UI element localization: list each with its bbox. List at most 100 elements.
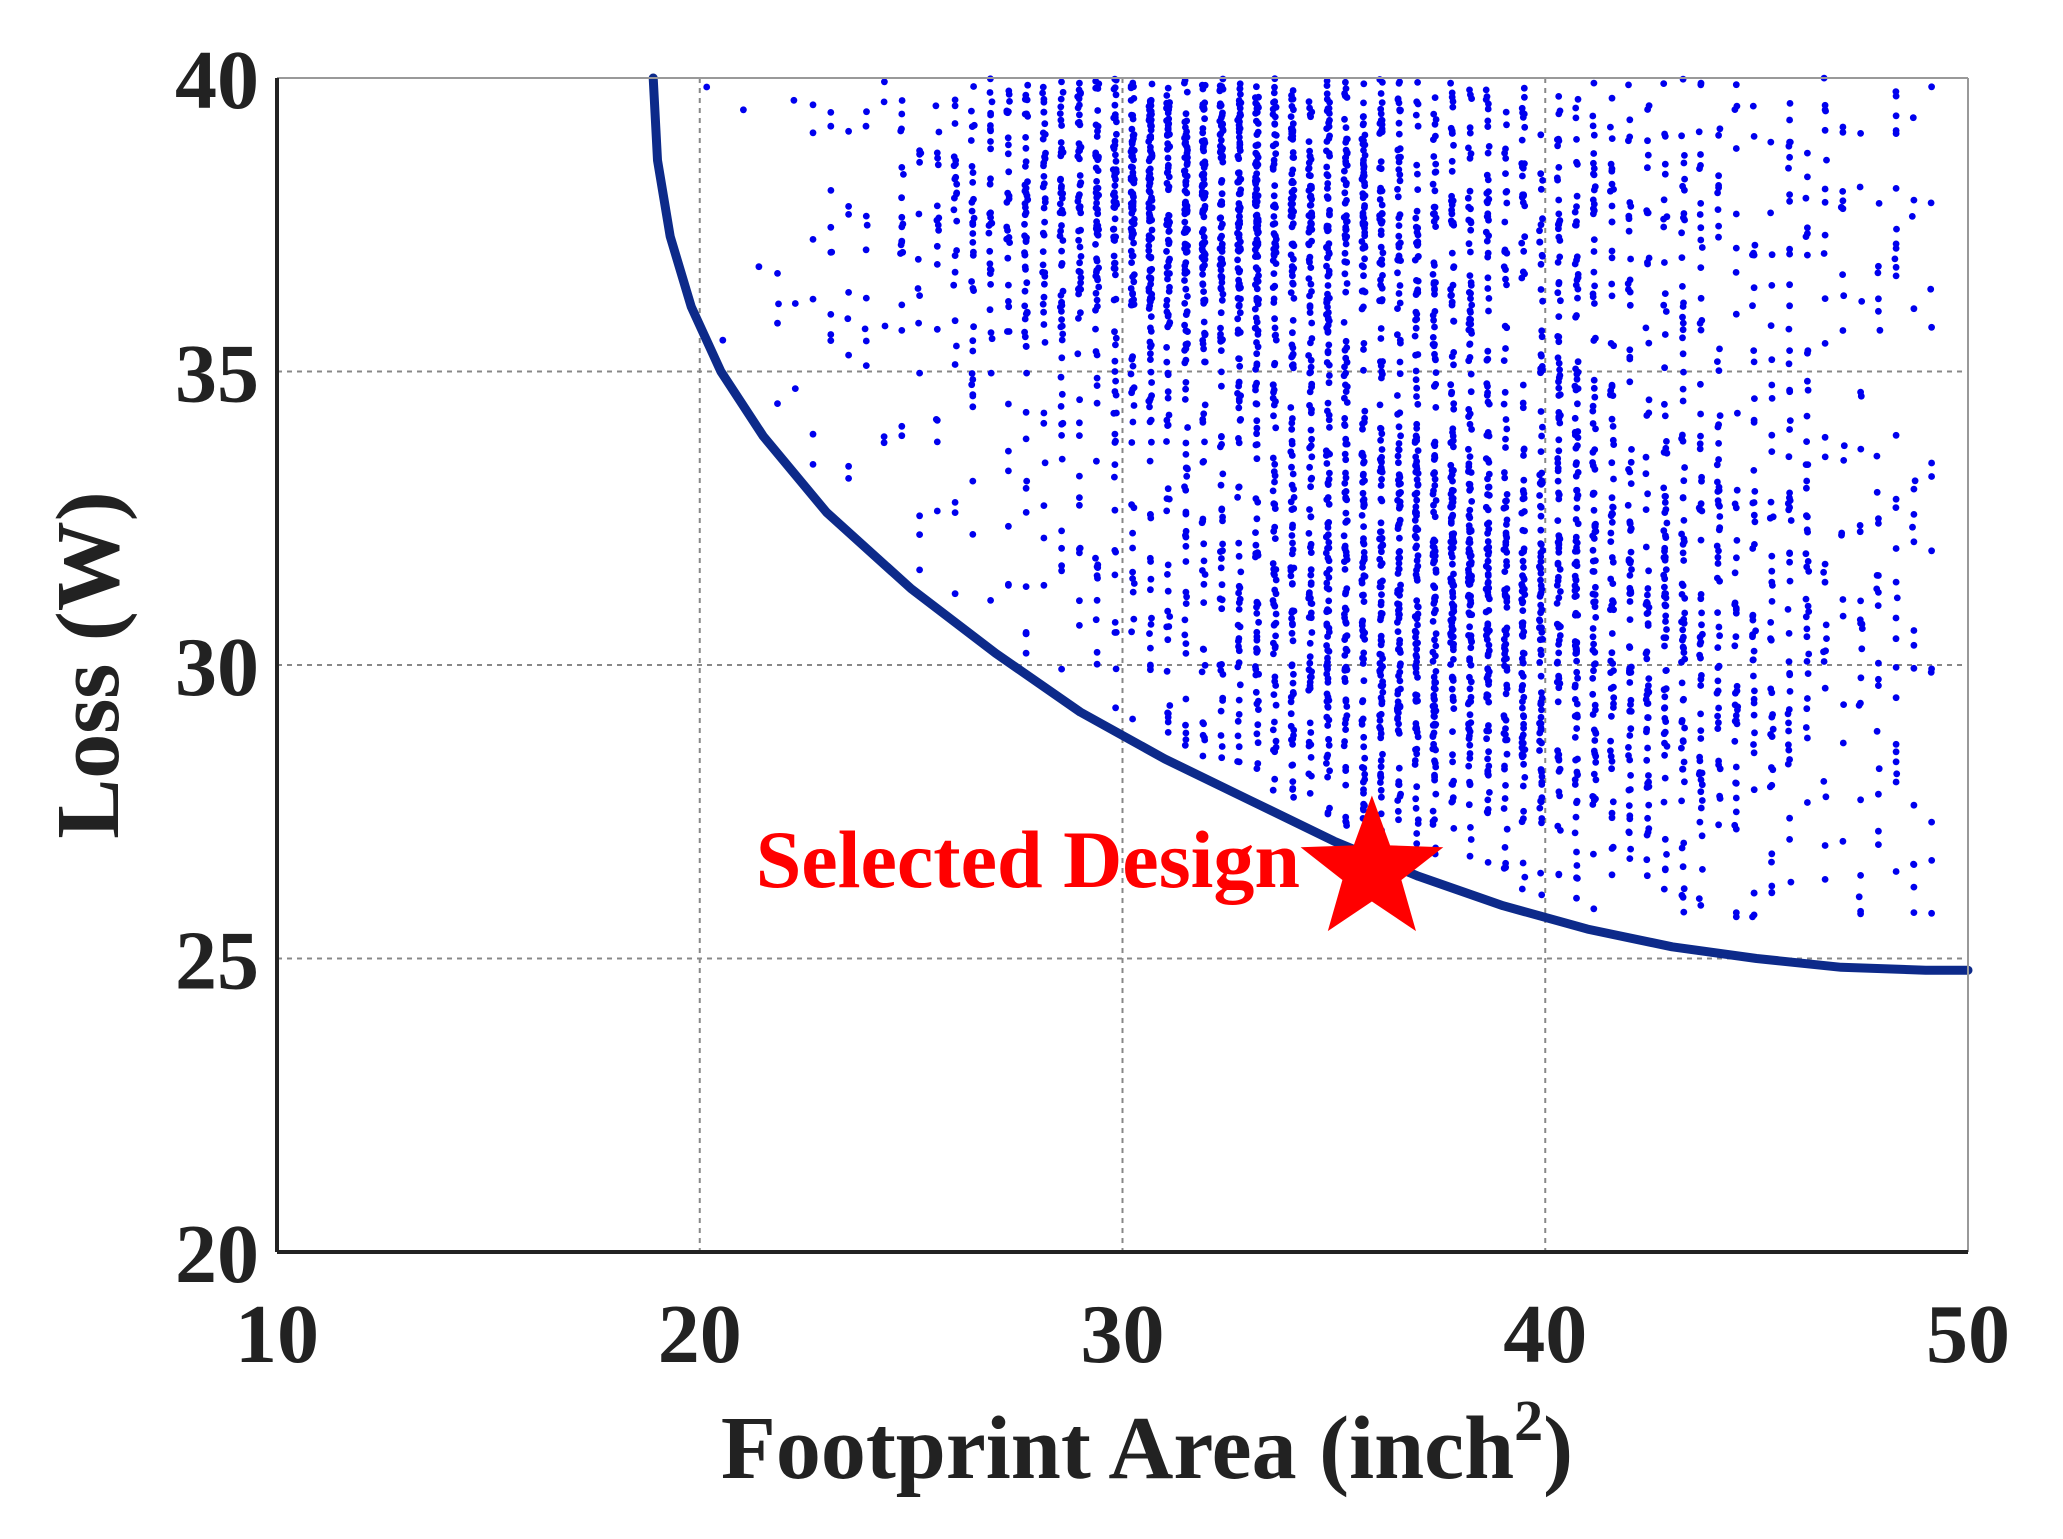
scatter-point xyxy=(1873,727,1881,735)
scatter-point xyxy=(1574,358,1582,366)
scatter-point xyxy=(1377,519,1385,527)
scatter-point xyxy=(1253,236,1261,244)
scatter-point xyxy=(1786,245,1793,253)
x-axis-title: Footprint Area (inch2) xyxy=(721,1388,1573,1498)
scatter-point xyxy=(1591,648,1599,656)
scatter-point xyxy=(1893,594,1901,602)
scatter-point xyxy=(1750,416,1758,424)
scatter-point xyxy=(1325,309,1332,316)
scatter-point xyxy=(1006,239,1013,247)
scatter-point xyxy=(1821,340,1829,347)
scatter-point xyxy=(1537,558,1545,565)
scatter-point xyxy=(1360,535,1367,543)
pareto-frontier xyxy=(648,73,1973,975)
scatter-point xyxy=(1022,408,1030,416)
scatter-point xyxy=(1555,447,1563,455)
scatter-point xyxy=(1662,566,1670,573)
scatter-point xyxy=(1678,229,1685,237)
scatter-point xyxy=(1822,793,1830,801)
scatter-point xyxy=(1272,737,1280,745)
scatter-point xyxy=(1502,863,1509,871)
scatter-point xyxy=(1217,200,1224,208)
scatter-point xyxy=(1237,90,1244,98)
scatter-point xyxy=(1164,219,1171,227)
scatter-point xyxy=(1627,548,1635,556)
scatter-point xyxy=(1305,614,1313,621)
scatter-point xyxy=(970,121,978,129)
scatter-point xyxy=(1857,872,1864,879)
scatter-point xyxy=(1519,268,1527,276)
scatter-point xyxy=(1627,845,1634,853)
scatter-point xyxy=(1536,804,1544,812)
scatter-point xyxy=(1182,600,1190,607)
scatter-point xyxy=(1733,682,1741,690)
scatter-point xyxy=(970,195,977,203)
scatter-point xyxy=(1555,338,1563,346)
scatter-point xyxy=(809,101,817,109)
scatter-point xyxy=(1662,444,1670,452)
scatter-point xyxy=(1183,464,1191,472)
scatter-point xyxy=(1590,268,1598,276)
scatter-point xyxy=(1234,663,1242,671)
scatter-point xyxy=(1325,607,1333,615)
scatter-point xyxy=(1626,346,1634,354)
scatter-point xyxy=(1342,139,1350,146)
scatter-point xyxy=(1358,619,1366,626)
scatter-point xyxy=(1928,665,1935,673)
scatter-point xyxy=(1270,570,1278,577)
scatter-point xyxy=(1182,640,1190,647)
scatter-point xyxy=(1450,317,1457,325)
scatter-point xyxy=(898,97,906,104)
scatter-point xyxy=(1270,650,1277,658)
scatter-point xyxy=(1252,110,1259,117)
scatter-point xyxy=(1928,857,1936,864)
scatter-point xyxy=(1571,382,1579,390)
scatter-point xyxy=(1430,110,1438,118)
scatter-point xyxy=(1234,294,1242,302)
scatter-point xyxy=(1839,205,1847,213)
scatter-point xyxy=(1413,542,1420,550)
scatter-point xyxy=(1414,253,1422,261)
scatter-point xyxy=(1359,626,1366,634)
scatter-point xyxy=(1430,487,1437,495)
scatter-point xyxy=(1200,599,1208,606)
scatter-point xyxy=(1645,772,1652,779)
scatter-point xyxy=(1697,591,1705,598)
scatter-point xyxy=(1341,346,1349,354)
scatter-point xyxy=(1359,212,1367,219)
scatter-point xyxy=(1750,711,1758,719)
scatter-point xyxy=(1325,716,1333,724)
scatter-point xyxy=(1395,764,1403,772)
scatter-point xyxy=(1147,644,1154,652)
scatter-point xyxy=(1306,104,1313,112)
scatter-point xyxy=(1820,778,1828,785)
scatter-point xyxy=(1715,623,1723,631)
scatter-point xyxy=(1412,720,1420,727)
scatter-point xyxy=(1377,325,1385,332)
scatter-point xyxy=(1326,211,1333,219)
scatter-point xyxy=(1447,461,1455,469)
scatter-point xyxy=(1163,179,1171,187)
scatter-point xyxy=(1129,715,1136,723)
scatter-point xyxy=(1502,538,1510,546)
scatter-point xyxy=(1021,315,1029,323)
scatter-point xyxy=(1787,517,1795,524)
scatter-point xyxy=(1234,717,1242,725)
scatter-point xyxy=(1537,503,1545,511)
scatter-point xyxy=(1432,404,1440,411)
scatter-point xyxy=(1678,132,1685,140)
scatter-point xyxy=(1696,753,1703,761)
scatter-point xyxy=(933,149,941,157)
scatter-point xyxy=(1519,557,1527,565)
scatter-point xyxy=(953,190,960,198)
scatter-point xyxy=(1486,789,1493,796)
scatter-point xyxy=(970,287,977,294)
scatter-point xyxy=(1164,124,1172,132)
scatter-point xyxy=(1625,786,1633,794)
y-tick-label: 20 xyxy=(175,1208,259,1301)
scatter-point xyxy=(1093,226,1101,234)
scatter-point xyxy=(1697,380,1704,388)
scatter-point xyxy=(1430,744,1438,752)
scatter-point xyxy=(1660,885,1668,893)
scatter-point xyxy=(1218,743,1226,750)
